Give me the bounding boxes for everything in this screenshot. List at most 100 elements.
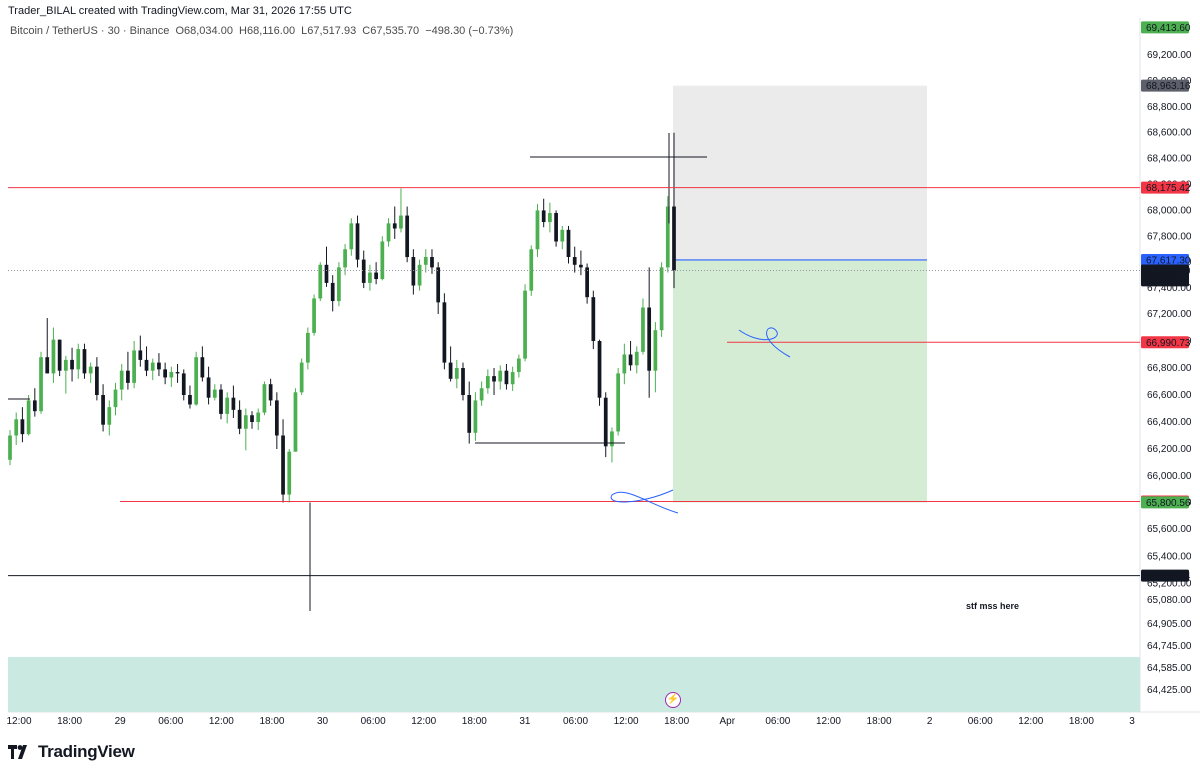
candle-body	[616, 373, 621, 432]
candle	[448, 346, 453, 382]
time-tick-label: 30	[317, 716, 329, 727]
candle	[287, 449, 292, 503]
candle-body	[442, 302, 447, 363]
bottom-band	[8, 657, 1140, 712]
candle-body	[448, 362, 453, 379]
candle-body	[368, 272, 372, 283]
candle-body	[194, 357, 199, 405]
candle	[63, 355, 68, 394]
candle	[312, 294, 316, 336]
time-tick-label: 06:00	[563, 716, 588, 727]
candle	[107, 400, 112, 436]
candles	[8, 132, 676, 611]
price-tag-label: 65,258.84	[1146, 571, 1191, 582]
price-tag: 66,990.73	[1141, 336, 1191, 349]
price-tag-label: 65,800.56	[1146, 498, 1191, 509]
candle	[45, 318, 50, 374]
candle	[157, 353, 161, 377]
candle	[306, 327, 310, 370]
time-tick-label: 31	[519, 716, 531, 727]
candle-body	[144, 359, 149, 371]
candle-body	[250, 415, 254, 422]
candle	[634, 346, 639, 374]
candle	[20, 407, 25, 443]
candle-body	[101, 395, 105, 425]
candle	[405, 206, 410, 263]
price-tag: 68,175.42	[1141, 181, 1191, 194]
candle	[485, 369, 490, 394]
price-tick-label: 64,745.00	[1147, 641, 1192, 652]
candle	[355, 215, 360, 268]
candle	[57, 339, 62, 377]
candle	[243, 408, 248, 451]
candle-body	[516, 358, 521, 373]
lightning-icon[interactable]: ⚡	[665, 692, 681, 708]
time-tick-label: 12:00	[1018, 716, 1043, 727]
candle-body	[169, 372, 174, 378]
candle	[622, 343, 627, 385]
candle	[337, 262, 341, 307]
price-tick-label: 68,800.00	[1147, 102, 1192, 113]
loop-drawing	[738, 327, 791, 358]
candle	[113, 382, 118, 416]
candle-body	[554, 212, 558, 242]
candle-body	[8, 435, 12, 460]
price-axis[interactable]: 69,200.0069,000.0068,800.0068,600.0068,4…	[1141, 21, 1192, 696]
candle-body	[181, 373, 186, 395]
candle	[262, 381, 267, 416]
candle-body	[343, 249, 347, 268]
candle-body	[88, 366, 93, 374]
candle-body	[634, 351, 639, 366]
candle	[361, 250, 366, 289]
price-tick-label: 67,400.00	[1147, 283, 1192, 294]
candle-body	[107, 407, 112, 425]
price-tag: 67,535.70	[1141, 264, 1191, 277]
candle	[274, 392, 279, 449]
candle-body	[430, 257, 434, 268]
candle-body	[76, 349, 81, 370]
price-tick-label: 66,000.00	[1147, 471, 1192, 482]
take-profit-zone	[673, 259, 927, 503]
candle-body	[399, 215, 403, 229]
high-value: H68,116.00	[239, 25, 296, 37]
candle	[324, 246, 329, 287]
candle	[498, 365, 503, 390]
candle-body	[138, 350, 143, 360]
chart-annotation[interactable]: stf mss here	[966, 601, 1020, 611]
candle	[430, 249, 434, 274]
candle	[672, 132, 676, 289]
price-tick-label: 66,400.00	[1147, 417, 1192, 428]
candle-body	[653, 330, 658, 371]
symbol-name[interactable]: Bitcoin / TetherUS · 30 · Binance	[10, 25, 170, 37]
candle	[417, 259, 422, 291]
price-tag-label: 67,535.70	[1146, 266, 1191, 277]
candle	[82, 343, 87, 379]
time-tick-label: 06:00	[158, 716, 183, 727]
candle	[479, 381, 484, 406]
candle	[212, 384, 217, 401]
candle	[200, 346, 205, 382]
candle-body	[287, 451, 292, 495]
candle-body	[386, 223, 391, 242]
candle	[436, 262, 441, 314]
candle	[299, 358, 304, 395]
candle	[572, 246, 577, 273]
drawn-lines	[8, 156, 1140, 577]
candle-body	[212, 389, 217, 398]
candle	[411, 249, 416, 295]
candle	[39, 351, 43, 414]
candle-body	[200, 357, 205, 378]
candle-body	[225, 397, 230, 414]
candle-body	[57, 339, 62, 371]
candle-body	[485, 376, 490, 389]
time-axis[interactable]: 12:00 18:00 29 06:00 12:00 18:00 30 06:00 12:00 1…	[6, 716, 1135, 727]
price-tag-bg	[1141, 274, 1189, 287]
price-tick-label: 67,800.00	[1147, 231, 1192, 242]
candle-body	[349, 223, 354, 250]
candle	[473, 392, 478, 441]
time-tick-label: 06:00	[765, 716, 790, 727]
candle	[610, 427, 614, 463]
candle	[454, 359, 459, 389]
time-tick-label: 18:00	[867, 716, 892, 727]
